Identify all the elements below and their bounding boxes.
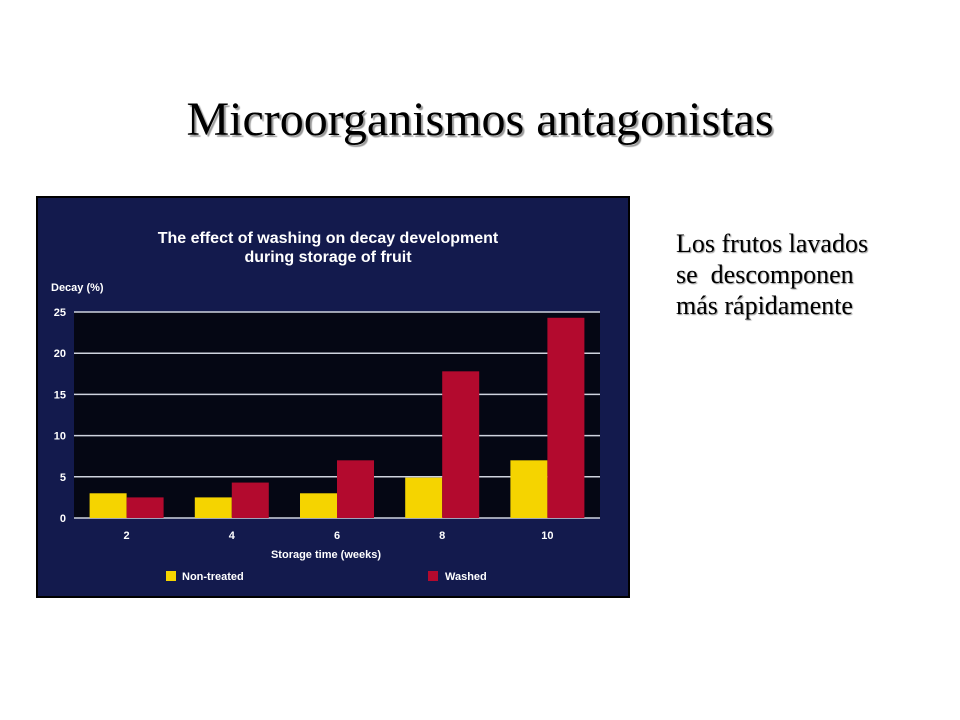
legend-swatch-washed — [428, 571, 438, 581]
side-text-line: se descomponen — [676, 260, 854, 289]
chart-panel: The effect of washing on decay developme… — [36, 196, 630, 598]
bar-non-treated — [510, 460, 548, 518]
bar-non-treated — [300, 493, 337, 518]
x-tick-label: 6 — [334, 530, 340, 542]
y-tick-label: 15 — [54, 389, 66, 401]
bar-washed — [126, 497, 164, 518]
y-tick-label: 25 — [54, 307, 66, 319]
side-text-line: más rápidamente — [676, 291, 853, 320]
y-tick-label: 20 — [54, 348, 66, 360]
y-axis-label: Decay (%) — [51, 282, 104, 294]
x-tick-label: 10 — [541, 530, 553, 542]
y-tick-label: 5 — [60, 472, 66, 484]
chart-subtitle: during storage of fruit — [244, 249, 412, 266]
bar-chart: The effect of washing on decay developme… — [51, 230, 600, 583]
legend-label-washed: Washed — [445, 571, 487, 583]
y-tick-label: 0 — [60, 513, 66, 525]
bar-non-treated — [89, 493, 127, 518]
slide-title: Microorganismos antagonistas — [186, 93, 774, 146]
bar-non-treated — [194, 497, 232, 518]
chart-title: The effect of washing on decay developme… — [158, 230, 499, 247]
bar-washed — [231, 482, 269, 518]
side-text: Los frutos lavados se descomponen más rá… — [676, 228, 960, 321]
bar-washed — [442, 371, 480, 518]
legend: Non-treated Washed — [166, 571, 487, 583]
bar-non-treated — [405, 477, 443, 518]
legend-label-non-treated: Non-treated — [182, 571, 244, 583]
y-tick-label: 10 — [54, 431, 66, 443]
x-tick-label: 8 — [439, 530, 445, 542]
x-tick-label: 4 — [229, 530, 236, 542]
side-text-line: Los frutos lavados — [676, 229, 869, 258]
bars — [89, 317, 585, 518]
x-axis-label: Storage time (weeks) — [271, 549, 381, 561]
bar-washed — [547, 317, 585, 518]
legend-swatch-non-treated — [166, 571, 176, 581]
axis-ticks: 0 5 10 15 20 25 2 4 6 8 10 — [54, 307, 554, 542]
x-tick-label: 2 — [124, 530, 130, 542]
bar-washed — [337, 460, 374, 518]
